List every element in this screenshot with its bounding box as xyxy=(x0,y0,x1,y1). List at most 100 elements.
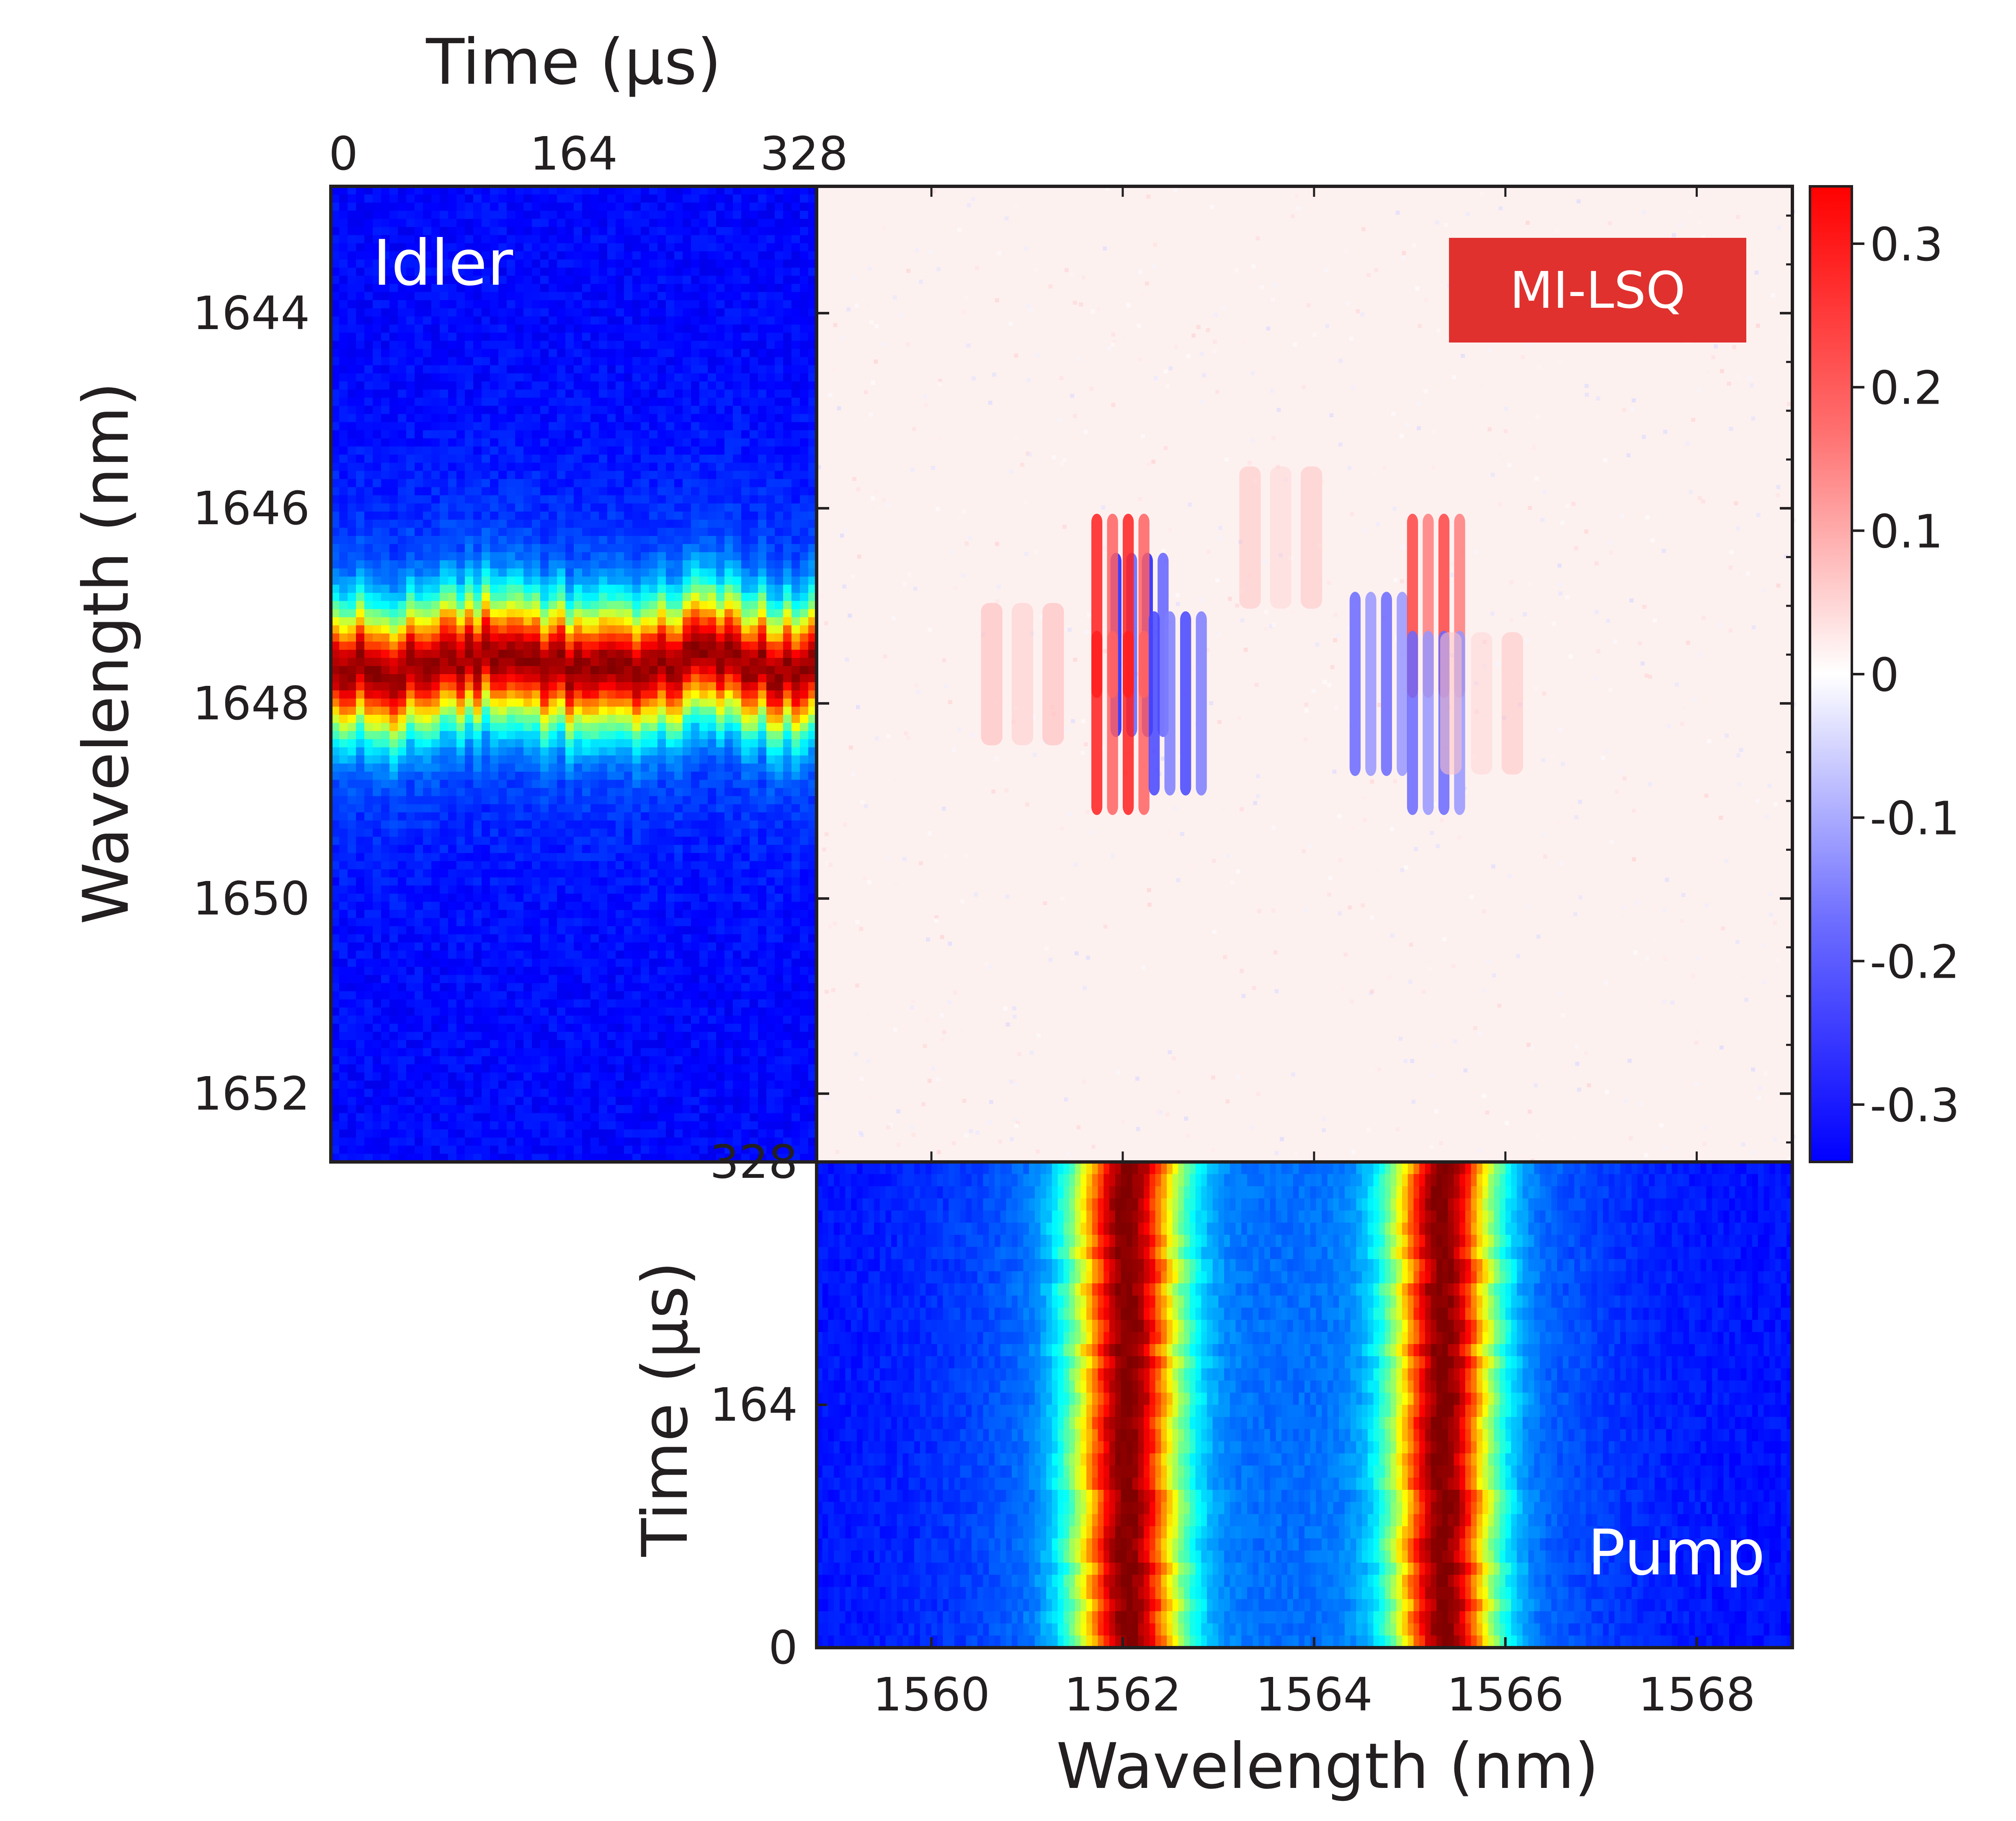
idler-cell xyxy=(641,601,650,610)
idler-cell xyxy=(624,869,633,878)
idler-cell xyxy=(381,1080,390,1089)
idler-cell xyxy=(406,308,415,317)
idler-cell xyxy=(423,316,432,325)
idler-cell xyxy=(373,747,382,756)
idler-cell xyxy=(482,592,490,601)
idler-cell xyxy=(415,1089,423,1097)
idler-cell xyxy=(632,438,641,447)
idler-cell xyxy=(465,641,474,650)
idler-cell xyxy=(381,837,390,845)
idler-cell xyxy=(565,332,574,341)
idler-cell xyxy=(582,397,591,406)
idler-cell xyxy=(549,601,557,610)
idler-cell xyxy=(339,511,348,520)
idler-cell xyxy=(389,706,398,715)
idler-cell xyxy=(607,715,616,724)
idler-cell xyxy=(641,1089,650,1097)
idler-cell xyxy=(532,202,541,211)
idler-cell xyxy=(565,804,574,813)
idler-cell xyxy=(331,1154,340,1162)
idler-cell xyxy=(356,1064,365,1073)
idler-cell xyxy=(440,910,449,919)
idler-cell xyxy=(616,520,624,528)
idler-cell xyxy=(649,243,658,252)
idler-cell xyxy=(398,617,407,626)
idler-cell xyxy=(415,365,423,374)
idler-cell xyxy=(557,381,566,390)
idler-cell xyxy=(381,869,390,878)
idler-cell xyxy=(590,780,599,788)
idler-cell xyxy=(356,438,365,447)
idler-cell xyxy=(415,268,423,276)
idler-cell xyxy=(557,1113,566,1122)
idler-cell xyxy=(632,1097,641,1105)
idler-cell xyxy=(607,983,616,992)
idler-cell xyxy=(507,430,516,439)
idler-cell xyxy=(582,617,591,626)
idler-cell xyxy=(415,349,423,358)
idler-cell xyxy=(590,649,599,658)
idler-cell xyxy=(431,1146,440,1154)
idler-cell xyxy=(448,219,457,227)
idler-cell xyxy=(641,1113,650,1122)
idler-cell xyxy=(431,934,440,943)
idler-cell xyxy=(490,682,499,691)
idler-cell xyxy=(448,755,457,764)
idler-cell xyxy=(406,219,415,227)
idler-cell xyxy=(465,325,474,333)
idler-cell xyxy=(406,1040,415,1048)
idler-cell xyxy=(406,349,415,358)
idler-cell xyxy=(364,202,373,211)
idler-cell xyxy=(440,357,449,366)
idler-cell xyxy=(456,1015,465,1024)
idler-cell xyxy=(657,357,666,366)
idler-cell xyxy=(532,706,541,715)
idler-cell xyxy=(565,373,574,382)
idler-cell xyxy=(549,389,557,398)
idler-cell xyxy=(657,389,666,398)
idler-cell xyxy=(649,649,658,658)
idler-cell xyxy=(616,715,624,724)
idler-cell xyxy=(415,1154,423,1162)
idler-cell xyxy=(607,853,616,862)
idler-cell xyxy=(666,585,675,593)
idler-cell xyxy=(632,194,641,203)
idler-cell xyxy=(364,577,373,585)
idler-cell xyxy=(523,325,532,333)
idler-cell xyxy=(540,211,549,219)
idler-cell xyxy=(381,731,390,740)
idler-cell xyxy=(415,471,423,479)
idler-cell xyxy=(373,1023,382,1033)
idler-cell xyxy=(339,592,348,601)
idler-cell xyxy=(515,471,524,479)
idler-cell xyxy=(641,999,650,1008)
idler-cell xyxy=(373,1007,382,1016)
idler-cell xyxy=(448,1154,457,1162)
idler-cell xyxy=(431,641,440,650)
idler-cell xyxy=(473,284,482,293)
idler-cell xyxy=(641,715,650,724)
idler-cell xyxy=(607,991,616,1000)
idler-cell xyxy=(440,381,449,390)
idler-cell xyxy=(557,1137,566,1146)
idler-cell xyxy=(657,950,666,959)
idler-cell xyxy=(423,308,432,317)
idler-cell xyxy=(498,544,507,553)
idler-cell xyxy=(590,340,599,350)
idler-cell xyxy=(448,1121,457,1130)
idler-cell xyxy=(498,259,507,268)
idler-cell xyxy=(482,845,490,853)
idler-cell xyxy=(465,560,474,569)
idler-cell xyxy=(339,349,348,358)
idler-cell xyxy=(582,975,591,984)
idler-cell xyxy=(565,471,574,479)
idler-cell xyxy=(398,454,407,463)
idler-cell xyxy=(649,389,658,398)
idler-cell xyxy=(381,552,390,561)
idler-cell xyxy=(549,926,557,935)
idler-cell xyxy=(574,601,583,610)
idler-cell xyxy=(356,202,365,211)
idler-cell xyxy=(431,999,440,1008)
idler-cell xyxy=(565,1032,574,1041)
idler-cell xyxy=(515,828,524,837)
